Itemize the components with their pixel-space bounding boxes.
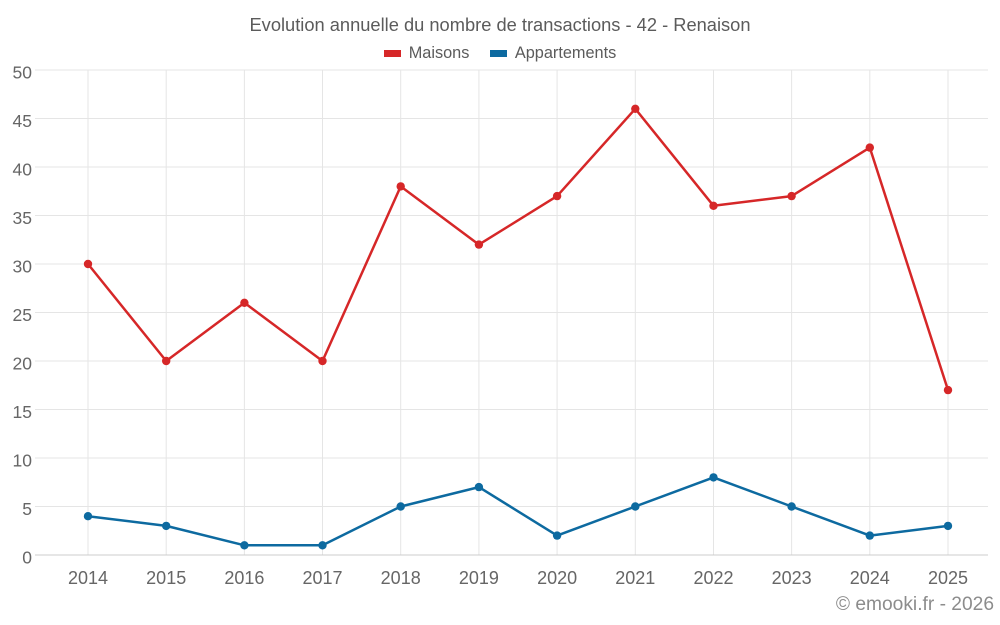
svg-text:45: 45 <box>13 111 32 131</box>
svg-text:2015: 2015 <box>146 568 186 588</box>
svg-text:2022: 2022 <box>693 568 733 588</box>
svg-text:2014: 2014 <box>68 568 108 588</box>
svg-text:30: 30 <box>13 257 33 277</box>
svg-text:15: 15 <box>13 402 32 422</box>
svg-text:25: 25 <box>13 305 32 325</box>
svg-text:35: 35 <box>13 208 32 228</box>
svg-text:10: 10 <box>13 451 33 471</box>
svg-text:2025: 2025 <box>928 568 968 588</box>
svg-text:5: 5 <box>22 499 32 519</box>
svg-text:40: 40 <box>13 160 33 180</box>
svg-text:2024: 2024 <box>850 568 890 588</box>
svg-text:20: 20 <box>13 354 33 374</box>
svg-text:2018: 2018 <box>381 568 421 588</box>
svg-text:2021: 2021 <box>615 568 655 588</box>
svg-text:50: 50 <box>13 63 33 83</box>
svg-text:2020: 2020 <box>537 568 577 588</box>
svg-text:2016: 2016 <box>224 568 264 588</box>
svg-text:2023: 2023 <box>772 568 812 588</box>
svg-text:2017: 2017 <box>302 568 342 588</box>
svg-text:2019: 2019 <box>459 568 499 588</box>
svg-text:0: 0 <box>22 548 32 568</box>
